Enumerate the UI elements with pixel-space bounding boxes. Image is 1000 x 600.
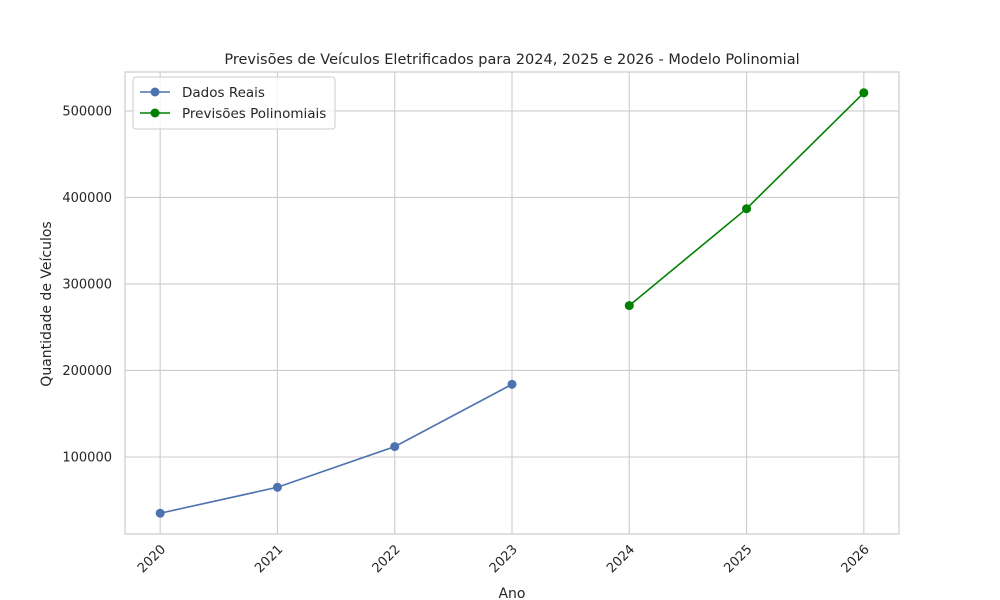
plot-area-frame [124, 71, 900, 535]
data-point-previsoes-polinomiais [624, 301, 634, 311]
data-point-previsoes-polinomiais [859, 88, 869, 98]
x-axis-ticks: 2020 2021 2022 2023 2024 2025 2026 [135, 542, 873, 576]
grid [125, 72, 899, 534]
legend-label-dados-reais: Dados Reais [182, 85, 265, 101]
y-tick-label: 400000 [62, 191, 112, 206]
legend-marker-dados-reais [150, 87, 160, 97]
x-tick-label: 2022 [370, 542, 404, 576]
data-point-previsoes-polinomiais [742, 204, 752, 214]
y-axis-ticks: 100000 200000 300000 400000 500000 [62, 104, 112, 465]
x-tick-label: 2020 [135, 542, 169, 576]
series-line-dados-reais [160, 383, 513, 515]
legend-box [132, 76, 336, 130]
data-point-dados-reais [507, 379, 517, 389]
legend: Dados Reais Previsões Polinomiais [132, 76, 336, 130]
x-tick-label: 2023 [487, 542, 521, 576]
chart-title: Previsões de Veículos Eletrificados para… [224, 52, 799, 68]
data-point-dados-reais [272, 482, 282, 492]
legend-label-previsoes-polinomiais: Previsões Polinomiais [182, 106, 326, 122]
y-tick-label: 500000 [62, 104, 112, 119]
data-point-dados-reais [390, 442, 400, 452]
x-axis-label: Ano [498, 586, 525, 600]
y-axis-label: Quantidade de Veículos [39, 221, 55, 386]
series-layer [155, 88, 869, 518]
y-tick-label: 200000 [62, 364, 112, 379]
legend-marker-previsoes-polinomiais [150, 108, 160, 118]
y-tick-label: 300000 [62, 277, 112, 292]
y-tick-label: 100000 [62, 451, 112, 466]
data-point-dados-reais [155, 508, 165, 518]
x-tick-label: 2025 [721, 542, 755, 576]
x-tick-label: 2024 [604, 542, 638, 576]
x-tick-label: 2026 [839, 542, 873, 576]
x-tick-label: 2021 [252, 542, 286, 576]
